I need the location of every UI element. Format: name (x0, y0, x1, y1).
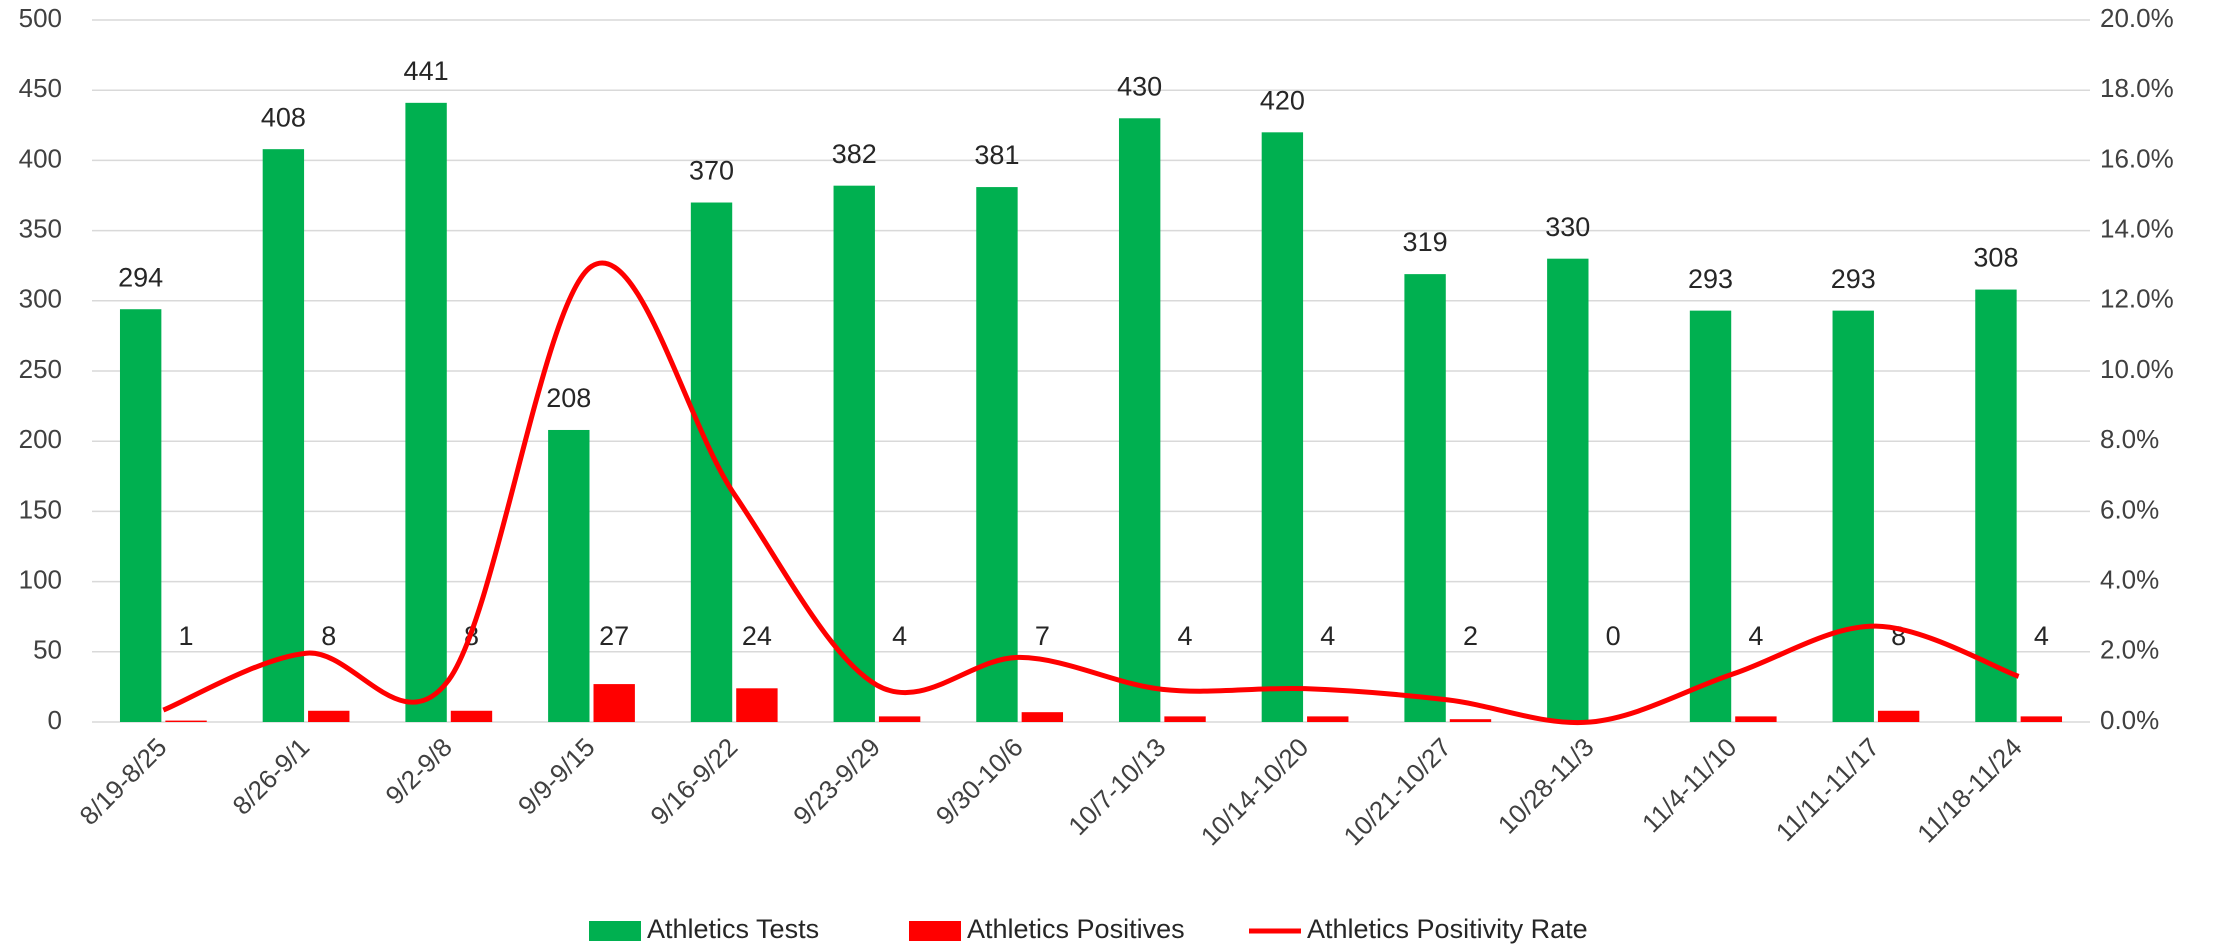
y2-tick-label: 2.0% (2100, 635, 2159, 665)
bar (119, 309, 162, 722)
data-label: 319 (1403, 227, 1448, 257)
bar (308, 710, 350, 722)
legend-label: Athletics Positivity Rate (1307, 914, 1588, 944)
y2-tick-label: 10.0% (2100, 354, 2174, 384)
data-label: 294 (118, 262, 163, 292)
bar (1735, 716, 1777, 722)
y-tick-label: 300 (19, 284, 62, 314)
x-tick-label: 10/21-10/27 (1338, 732, 1457, 851)
bar (1547, 258, 1589, 722)
bar (1021, 712, 1064, 722)
bar (1689, 310, 1732, 722)
legend-swatch (909, 921, 961, 941)
legend-swatch (589, 921, 641, 941)
y-tick-label: 200 (19, 424, 62, 454)
y2-tick-label: 0.0% (2100, 705, 2159, 735)
data-label: 381 (974, 140, 1019, 170)
bar (165, 720, 207, 722)
data-label: 382 (832, 139, 877, 169)
y2-tick-label: 20.0% (2100, 3, 2174, 33)
bar (1975, 289, 2017, 722)
bar (1307, 716, 1349, 722)
data-label: 408 (261, 102, 306, 132)
x-tick-label: 11/4-11/10 (1636, 732, 1742, 838)
x-tick-label: 9/30-10/6 (930, 732, 1029, 831)
data-label: 27 (599, 621, 629, 651)
bar (2020, 716, 2063, 722)
data-label: 308 (1973, 243, 2018, 273)
y-tick-label: 500 (19, 3, 62, 33)
data-label: 208 (546, 383, 591, 413)
bar (833, 185, 875, 722)
data-label: 4 (1320, 621, 1335, 651)
y-tick-label: 400 (19, 143, 62, 173)
x-tick-label: 9/23-9/29 (787, 732, 886, 831)
x-tick-label: 11/18-11/24 (1911, 732, 2028, 849)
bar (1404, 274, 1446, 722)
bar (736, 688, 778, 722)
data-label: 24 (742, 621, 772, 651)
data-label: 430 (1117, 71, 1162, 101)
y-tick-label: 350 (19, 213, 62, 243)
x-tick-label: 9/2-9/8 (379, 732, 457, 810)
y-tick-label: 250 (19, 354, 62, 384)
y2-tick-label: 6.0% (2100, 494, 2159, 524)
x-tick-label: 9/16-9/22 (644, 732, 743, 831)
data-label: 441 (404, 56, 449, 86)
data-label: 0 (1606, 621, 1621, 651)
bar (976, 187, 1018, 723)
data-label: 330 (1545, 212, 1590, 242)
bar (548, 429, 590, 722)
data-label: 2 (1463, 621, 1478, 651)
x-tick-label: 10/28-11/3 (1492, 732, 1600, 840)
data-label: 4 (892, 621, 907, 651)
y-tick-label: 0 (48, 705, 62, 735)
y-tick-label: 150 (19, 494, 62, 524)
data-label: 1 (179, 621, 194, 651)
x-tick-label: 11/11-11/17 (1770, 732, 1885, 847)
bar (1449, 719, 1492, 722)
bar (262, 149, 305, 723)
data-label: 7 (1035, 621, 1050, 651)
legend-label: Athletics Positives (967, 914, 1185, 944)
y2-tick-label: 12.0% (2100, 284, 2174, 314)
data-label: 293 (1688, 264, 1733, 294)
x-tick-label: 8/19-8/25 (74, 732, 173, 831)
y-tick-label: 50 (33, 635, 62, 665)
bar (1261, 132, 1304, 722)
y2-tick-label: 4.0% (2100, 564, 2159, 594)
data-label: 420 (1260, 85, 1305, 115)
data-label: 293 (1831, 264, 1876, 294)
x-tick-label: 9/9-9/15 (512, 732, 601, 821)
bar (405, 102, 447, 722)
y-tick-label: 100 (19, 564, 62, 594)
y2-tick-label: 18.0% (2100, 73, 2174, 103)
data-label: 4 (1178, 621, 1193, 651)
data-label: 4 (1748, 621, 1763, 651)
data-label: 370 (689, 156, 734, 186)
bar (1164, 716, 1206, 722)
y2-tick-label: 8.0% (2100, 424, 2159, 454)
bar (1877, 710, 1920, 722)
legend-label: Athletics Tests (647, 914, 819, 944)
line (162, 260, 2020, 726)
bar (1832, 310, 1874, 722)
y2-tick-label: 14.0% (2100, 213, 2174, 243)
bar (593, 684, 635, 722)
x-tick-label: 8/26-9/1 (226, 732, 315, 821)
y2-tick-label: 16.0% (2100, 143, 2174, 173)
y-tick-label: 450 (19, 73, 62, 103)
data-label: 8 (321, 621, 336, 651)
x-tick-label: 10/14-10/20 (1195, 732, 1314, 851)
bar (450, 710, 493, 722)
bar (878, 716, 921, 722)
x-tick-label: 10/7-10/13 (1062, 732, 1171, 841)
bar (690, 202, 733, 722)
bar (1118, 118, 1161, 722)
data-label: 4 (2034, 621, 2049, 651)
